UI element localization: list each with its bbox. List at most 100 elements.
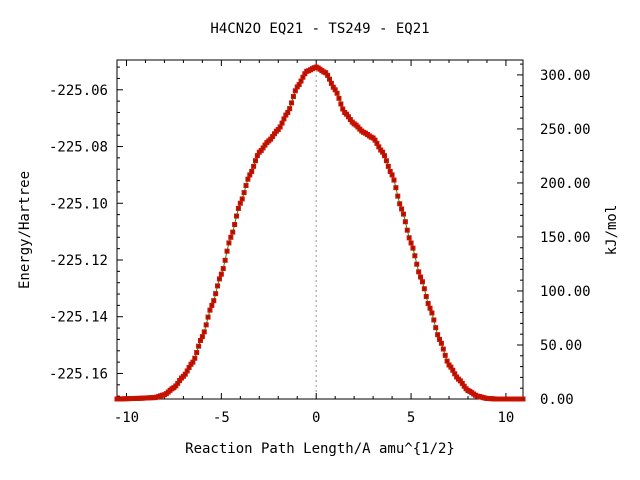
data-point [374,140,380,146]
y2-tick-label: 250.00 [540,122,591,138]
x-tick-label: 5 [407,410,415,426]
y-tick-label: -225.12 [49,253,108,269]
y2-axis-label: kJ/mol [604,205,620,256]
x-tick-label: 10 [497,410,514,426]
data-point [380,149,386,155]
data-point [429,310,435,316]
data-point [194,350,200,356]
data-point [427,305,433,311]
data-point [330,84,336,90]
data-point [186,364,192,370]
data-point [290,94,296,100]
data-point [418,274,424,280]
data-point [207,307,213,313]
y-tick-label: -225.14 [49,310,108,326]
data-point [400,211,406,217]
data-point [323,70,329,76]
x-axis-label: Reaction Path Length/A amu^{1/2} [185,441,455,457]
data-point [442,352,448,358]
data-point [213,291,219,297]
x-tick-label: -10 [114,410,139,426]
data-point [452,371,458,377]
data-point [289,100,295,106]
data-point [382,153,388,159]
data-point [270,134,276,140]
data-point [234,213,240,219]
data-point [262,142,268,148]
data-point [245,176,251,182]
plot-frame [116,59,524,400]
data-point [175,380,181,386]
data-point [423,293,429,299]
data-point [325,72,331,78]
data-point [220,266,226,272]
data-point [372,137,378,143]
data-point [184,368,190,374]
data-point [252,158,258,164]
data-point [345,114,351,120]
data-point [279,120,285,126]
data-point [425,300,431,306]
data-point [387,168,393,174]
data-point [222,257,228,263]
data-point [216,276,222,282]
data-point [228,234,234,240]
data-point [459,380,465,386]
data-point [241,190,247,196]
data-point [450,367,456,373]
data-point [243,183,249,189]
data-point [344,111,350,117]
data-point [438,340,444,346]
y-tick-label: -225.10 [49,196,108,212]
data-point [389,172,395,178]
data-point [281,116,287,122]
data-point [328,80,334,86]
data-point [332,87,338,93]
data-point [237,200,243,206]
data-point [192,355,198,361]
data-point [235,205,241,211]
data-point [435,332,441,338]
data-point [224,248,230,254]
data-point [215,283,221,289]
data-point [416,269,422,275]
data-point [258,147,264,153]
y2-tick-label: 150.00 [540,230,591,246]
data-point [431,317,437,323]
data-point [285,109,291,115]
data-point [271,131,277,137]
data-point [283,112,289,118]
data-point [440,346,446,352]
data-point [182,371,188,377]
y2-tick-label: 0.00 [540,392,574,408]
data-point [395,193,401,199]
data-point [218,271,224,277]
y-tick-label: -225.06 [49,83,108,99]
data-point [397,201,403,207]
data-point [300,74,306,80]
data-point [205,314,211,320]
y2-tick-label: 200.00 [540,176,591,192]
data-point [203,322,209,328]
data-point [437,336,443,342]
data-point [334,90,340,96]
data-point [408,240,414,246]
data-point [393,185,399,191]
data-point [383,158,389,164]
data-point [277,124,283,130]
data-point [199,334,205,340]
data-point [340,106,346,112]
data-point [287,106,293,112]
data-point [402,219,408,225]
y-tick-label: -225.08 [49,140,108,156]
data-point [412,253,418,259]
data-point [275,127,281,133]
data-point [197,337,203,343]
y2-tick-label: 50.00 [540,338,582,354]
data-point [201,329,207,335]
data-point [268,136,274,142]
data-point [209,302,215,308]
data-point [338,101,344,107]
data-point [247,172,253,178]
